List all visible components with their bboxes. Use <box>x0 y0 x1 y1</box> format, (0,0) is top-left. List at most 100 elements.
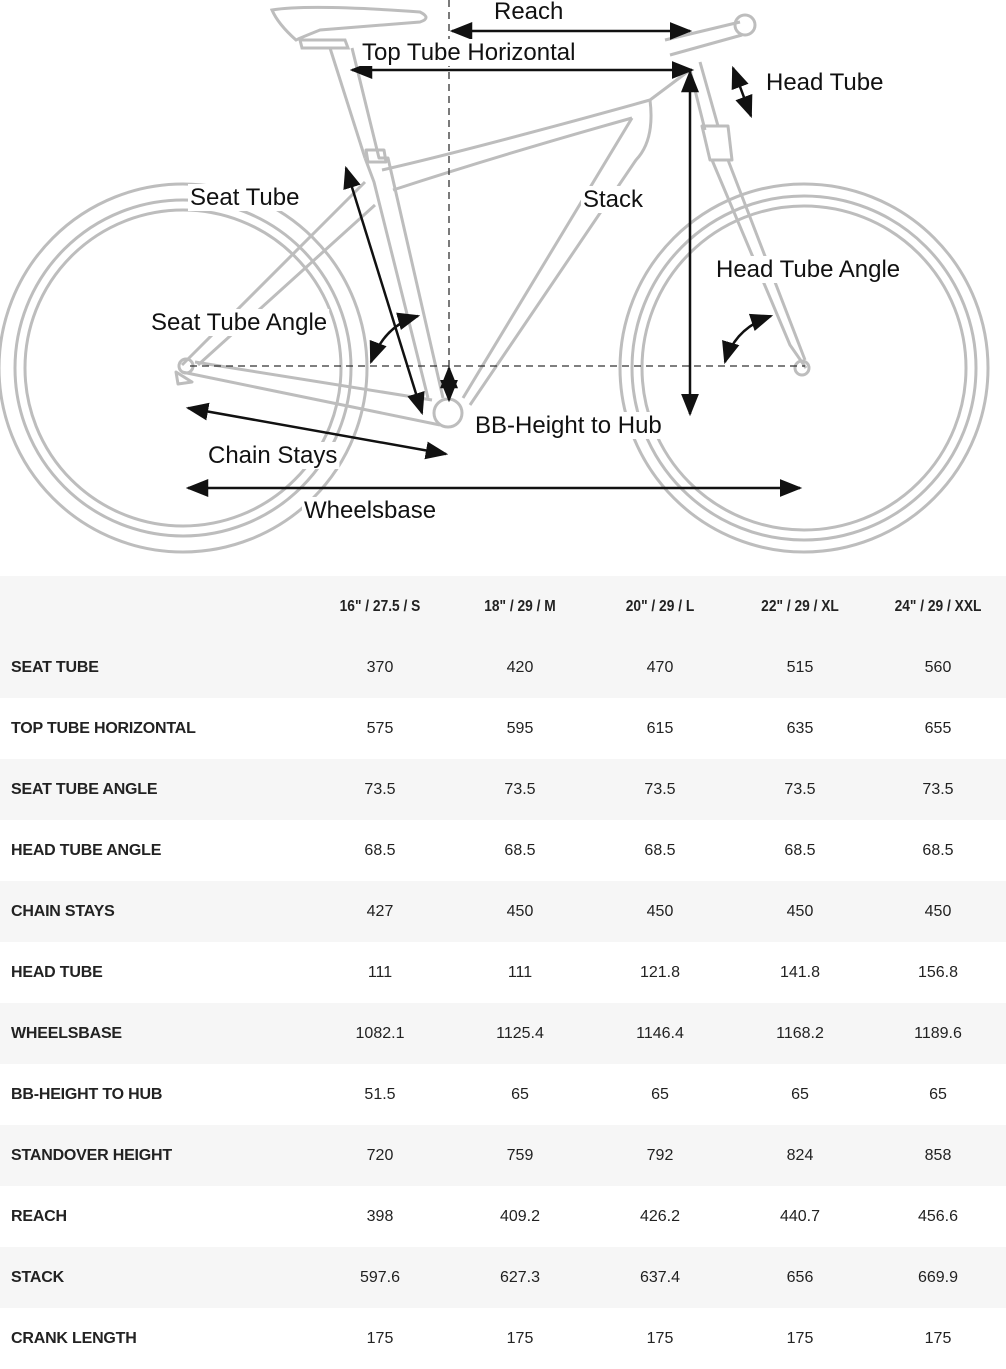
cell-value: 111 <box>367 963 393 981</box>
cell-value: 68.5 <box>922 841 954 859</box>
row-label: WHEELSBASE <box>11 1024 122 1042</box>
cell-value: 615 <box>646 719 674 737</box>
label-seat-tube: Seat Tube <box>190 184 299 211</box>
label-stack: Stack <box>583 186 644 213</box>
cell-value: 450 <box>506 902 534 920</box>
label-wheelsbase: Wheelsbase <box>304 497 436 524</box>
row-label: SEAT TUBE ANGLE <box>11 780 158 798</box>
label-seat-tube-angle: Seat Tube Angle <box>151 309 327 336</box>
row-label: CRANK LENGTH <box>11 1329 137 1347</box>
cell-value: 655 <box>924 719 952 737</box>
table-row: BB-HEIGHT TO HUB 51.5 65 65 65 65 <box>0 1064 1006 1125</box>
cell-value: 824 <box>786 1146 814 1164</box>
cell-value: 73.5 <box>364 780 396 798</box>
label-head-tube: Head Tube <box>766 69 883 96</box>
label-background <box>360 39 578 66</box>
row-label: STACK <box>11 1268 64 1286</box>
label-background <box>764 69 886 96</box>
table-header-row: 16" / 27.5 / S 18" / 29 / M 20" / 29 / L… <box>0 576 1006 637</box>
cell-value: 575 <box>366 719 394 737</box>
cell-value: 420 <box>506 658 534 676</box>
cell-value: 656 <box>786 1268 814 1286</box>
cell-value: 1146.4 <box>636 1024 684 1042</box>
cell-value: 175 <box>924 1329 952 1347</box>
label-top-tube-horizontal: Top Tube Horizontal <box>362 39 575 66</box>
dimension-arrows <box>185 22 803 497</box>
cell-value: 450 <box>786 902 814 920</box>
label-background <box>206 442 340 469</box>
cell-value: 440.7 <box>779 1207 821 1225</box>
geometry-table: 16" / 27.5 / S 18" / 29 / M 20" / 29 / L… <box>0 576 1006 1369</box>
cell-value: 427 <box>366 902 394 920</box>
header-label-column <box>22 576 289 637</box>
cell-value: 65 <box>929 1085 947 1103</box>
table-row: CRANK LENGTH 175 175 175 175 175 <box>0 1308 1006 1369</box>
cell-value: 720 <box>366 1146 394 1164</box>
cell-value: 759 <box>506 1146 534 1164</box>
cell-value: 111 <box>507 963 533 981</box>
cell-value: 156.8 <box>917 963 959 981</box>
cell-value: 669.9 <box>917 1268 959 1286</box>
cell-value: 73.5 <box>784 780 816 798</box>
chain-stays-arrow <box>185 402 449 460</box>
label-background <box>188 184 302 211</box>
cell-value: 175 <box>506 1329 534 1347</box>
label-background <box>581 186 647 213</box>
cell-value: 65 <box>651 1085 669 1103</box>
head-tube-angle-arrow <box>722 313 774 365</box>
label-background <box>714 256 903 283</box>
row-label: CHAIN STAYS <box>11 902 115 920</box>
row-label: HEAD TUBE ANGLE <box>11 841 162 859</box>
seat-tube-angle-arrow <box>369 312 421 365</box>
cell-value: 450 <box>646 902 674 920</box>
cell-value: 635 <box>786 719 814 737</box>
cell-value: 73.5 <box>504 780 536 798</box>
seat-tube-arrow <box>343 165 425 416</box>
cell-value: 68.5 <box>364 841 396 859</box>
head-tube-arrow <box>731 65 753 119</box>
cell-value: 1189.6 <box>914 1024 962 1042</box>
cell-value: 1125.4 <box>496 1024 544 1042</box>
cell-value: 121.8 <box>639 963 681 981</box>
column-header: 18" / 29 / M <box>484 597 556 615</box>
cell-value: 595 <box>506 719 534 737</box>
cell-value: 370 <box>366 658 394 676</box>
cell-value: 597.6 <box>359 1268 401 1286</box>
cell-value: 73.5 <box>644 780 676 798</box>
label-bb-height-to-hub: BB-Height to Hub <box>475 412 662 439</box>
table-row: HEAD TUBE ANGLE 68.5 68.5 68.5 68.5 68.5 <box>0 820 1006 881</box>
cell-value: 141.8 <box>779 963 821 981</box>
table-row: SEAT TUBE 370 420 470 515 560 <box>0 637 1006 698</box>
cell-value: 1082.1 <box>355 1024 405 1042</box>
row-label: BB-HEIGHT TO HUB <box>11 1085 163 1103</box>
row-label: STANDOVER HEIGHT <box>11 1146 172 1164</box>
cell-value: 456.6 <box>917 1207 959 1225</box>
cell-value: 398 <box>366 1207 394 1225</box>
column-header: 20" / 29 / L <box>625 597 695 615</box>
label-background <box>149 309 330 336</box>
table-row: CHAIN STAYS 427 450 450 450 450 <box>0 881 1006 942</box>
row-label: SEAT TUBE <box>11 658 99 676</box>
cell-value: 450 <box>924 902 952 920</box>
cell-value: 409.2 <box>499 1207 541 1225</box>
cell-value: 175 <box>366 1329 394 1347</box>
front-wheel <box>618 182 990 554</box>
table-row: SEAT TUBE ANGLE 73.5 73.5 73.5 73.5 73.5 <box>0 759 1006 820</box>
cell-value: 68.5 <box>784 841 816 859</box>
cell-value: 858 <box>924 1146 952 1164</box>
cell-value: 73.5 <box>922 780 954 798</box>
cell-value: 627.3 <box>499 1268 541 1286</box>
cell-value: 65 <box>511 1085 529 1103</box>
table-row: TOP TUBE HORIZONTAL 575 595 615 635 655 <box>0 698 1006 759</box>
row-label: TOP TUBE HORIZONTAL <box>11 719 196 737</box>
column-header: 22" / 29 / XL <box>761 597 839 615</box>
label-reach: Reach <box>494 0 563 25</box>
column-header: 16" / 27.5 / S <box>339 597 421 615</box>
cell-value: 515 <box>786 658 814 676</box>
cell-value: 65 <box>791 1085 809 1103</box>
cell-value: 637.4 <box>639 1268 681 1286</box>
table-row: STACK 597.6 627.3 637.4 656 669.9 <box>0 1247 1006 1308</box>
table-row: STANDOVER HEIGHT 720 759 792 824 858 <box>0 1125 1006 1186</box>
table-row: HEAD TUBE 111 111 121.8 141.8 156.8 <box>0 942 1006 1003</box>
cell-value: 68.5 <box>644 841 676 859</box>
